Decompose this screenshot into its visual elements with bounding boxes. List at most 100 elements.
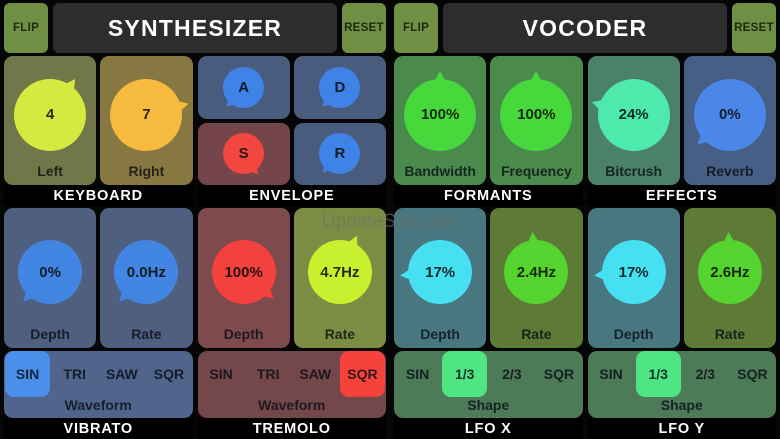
effects-reverb-cell: 0% Reverb [683, 56, 776, 185]
lfo-y-depth-knob[interactable]: 17% [601, 240, 666, 304]
lfo-x-rate-knob[interactable]: 2.4Hz [504, 240, 569, 304]
sustain-knob[interactable]: S [223, 133, 265, 175]
reset-button[interactable]: RESET [732, 3, 776, 53]
section-envelope: A D S [197, 56, 386, 206]
knob-label: Rate [521, 326, 552, 342]
reset-button[interactable]: RESET [342, 3, 386, 53]
section-lfo-x: 17% Depth 2.4Hz Rate SIN [394, 208, 583, 439]
shape-option-two-thirds[interactable]: 2/3 [502, 366, 522, 382]
knob-value: 0% [719, 106, 741, 123]
waveform-option-sin[interactable]: SIN [209, 366, 233, 382]
shape-option-one-third[interactable]: 1/3 [442, 351, 488, 397]
knob-label: Reverb [706, 163, 754, 179]
vibrato-rate-knob[interactable]: 0.0Hz [114, 240, 179, 304]
waveform-option-saw[interactable]: SAW [299, 366, 332, 382]
reverb-knob[interactable]: 0% [693, 78, 766, 151]
lfo-x-depth-cell: 17% Depth [394, 208, 487, 348]
frequency-knob[interactable]: 100% [500, 78, 573, 151]
tremolo-waveform-selector: SIN TRI SAW SQR Waveform [197, 351, 386, 418]
vocoder-panel: FLIP VOCODER RESET 100% Bandwidth 100% [390, 0, 780, 439]
tremolo-rate-knob[interactable]: 4.7Hz [307, 240, 372, 304]
synthesizer-header: FLIP SYNTHESIZER RESET [4, 3, 386, 53]
knob-label: Depth [30, 326, 70, 342]
flip-button[interactable]: FLIP [4, 3, 48, 53]
knob-value: 2.6Hz [710, 263, 750, 281]
vocoder-header: FLIP VOCODER RESET [394, 3, 776, 53]
waveform-option-sqr[interactable]: SQR [153, 366, 185, 382]
shape-option-sin[interactable]: SIN [405, 366, 430, 382]
waveform-option-tri[interactable]: TRI [256, 366, 280, 382]
release-knob[interactable]: R [319, 133, 361, 175]
knob-value: 17% [618, 263, 649, 281]
section-effects: 24% Bitcrush 0% Reverb EFFECTS [587, 56, 776, 206]
selector-label: Waveform [64, 397, 132, 413]
shape-option-sqr[interactable]: SQR [737, 366, 768, 382]
envelope-release-cell: R [293, 122, 386, 185]
knob-label: Depth [223, 326, 264, 342]
knob-value: 100% [420, 106, 460, 123]
selector-label: Shape [467, 397, 510, 413]
knob-value: 0% [39, 263, 61, 281]
tremolo-depth-cell: 100% Depth [197, 208, 290, 348]
knob-value: 24% [618, 106, 649, 123]
section-keyboard: 4 Left 7 Right KEYBOARD [4, 56, 193, 206]
shape-option-two-thirds[interactable]: 2/3 [695, 366, 716, 382]
section-title-effects: EFFECTS [587, 185, 776, 206]
section-tremolo: 100% Depth 4.7Hz Rate SIN [197, 208, 386, 439]
shape-option-one-third[interactable]: 1/3 [635, 351, 681, 397]
knob-value: 17% [425, 263, 456, 281]
knob-value: 100% [517, 106, 556, 123]
lfo-x-rate-cell: 2.4Hz Rate [490, 208, 583, 348]
vibrato-depth-knob[interactable]: 0% [18, 240, 83, 304]
knob-label: Rate [131, 326, 162, 342]
section-title-vibrato: VIBRATO [4, 418, 193, 439]
knob-value: 0.0Hz [126, 263, 166, 281]
shape-option-sqr[interactable]: SQR [543, 366, 575, 382]
selector-label: Waveform [258, 397, 326, 413]
panel-title-vocoder: VOCODER [443, 3, 727, 53]
knob-value: 2.4Hz [516, 263, 556, 281]
knob-value: S [238, 145, 249, 163]
knob-label: Depth [420, 326, 460, 342]
section-title-tremolo: TREMOLO [197, 418, 386, 439]
section-title-envelope: ENVELOPE [197, 185, 386, 206]
waveform-option-tri[interactable]: TRI [63, 366, 86, 382]
tremolo-depth-knob[interactable]: 100% [211, 240, 276, 304]
knob-value: 4 [45, 106, 55, 123]
effects-bitcrush-cell: 24% Bitcrush [587, 56, 680, 185]
decay-knob[interactable]: D [319, 66, 361, 108]
keyboard-left-cell: 4 Left [4, 56, 97, 185]
knob-value: 7 [142, 106, 151, 123]
knob-label: Bitcrush [605, 163, 663, 179]
knob-label: Bandwidth [404, 163, 476, 179]
flip-button[interactable]: FLIP [394, 3, 438, 53]
section-title-keyboard: KEYBOARD [4, 185, 193, 206]
knob-label: Depth [613, 326, 654, 342]
bandwidth-knob[interactable]: 100% [404, 78, 477, 151]
knob-value: D [334, 78, 346, 96]
keyboard-left-knob[interactable]: 4 [14, 78, 87, 151]
keyboard-right-knob[interactable]: 7 [110, 78, 183, 151]
waveform-option-saw[interactable]: SAW [105, 366, 138, 382]
section-title-lfo-x: LFO X [394, 418, 583, 439]
section-formants: 100% Bandwidth 100% Frequency FORMANTS [394, 56, 583, 206]
keyboard-right-cell: 7 Right [100, 56, 193, 185]
shape-option-sin[interactable]: SIN [599, 366, 623, 382]
vibrato-rate-cell: 0.0Hz Rate [100, 208, 193, 348]
waveform-option-sin[interactable]: SIN [5, 351, 51, 397]
vibrato-depth-cell: 0% Depth [4, 208, 97, 348]
lfo-x-depth-knob[interactable]: 17% [408, 240, 473, 304]
formants-frequency-cell: 100% Frequency [490, 56, 583, 185]
vibrato-waveform-selector: SIN TRI SAW SQR Waveform [4, 351, 193, 418]
waveform-option-sqr[interactable]: SQR [339, 351, 385, 397]
knob-label: Left [37, 163, 63, 179]
section-title-formants: FORMANTS [394, 185, 583, 206]
knob-label: Rate [324, 326, 356, 342]
panel-title-synthesizer: SYNTHESIZER [53, 3, 337, 53]
lfo-x-shape-selector: SIN 1/3 2/3 SQR Shape [394, 351, 583, 418]
attack-knob[interactable]: A [223, 66, 265, 108]
lfo-y-rate-knob[interactable]: 2.6Hz [697, 240, 762, 304]
knob-value: 4.7Hz [320, 263, 360, 281]
knob-label: Frequency [500, 163, 572, 179]
bitcrush-knob[interactable]: 24% [597, 78, 670, 151]
